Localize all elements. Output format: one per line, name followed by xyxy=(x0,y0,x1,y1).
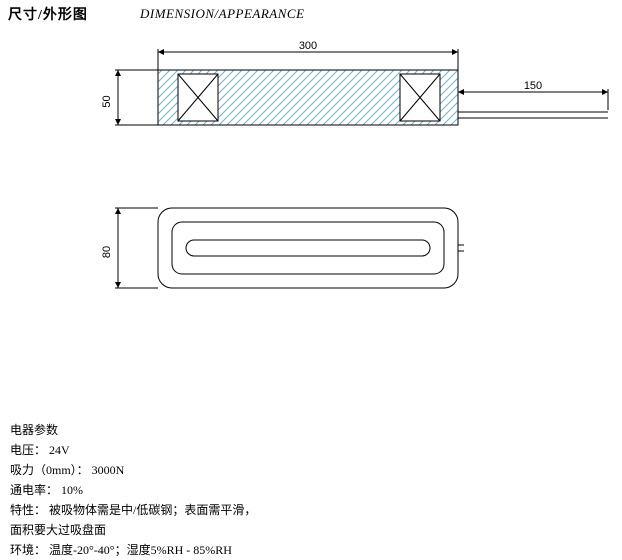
spec-duty-value: 10% xyxy=(61,483,83,497)
dimension-drawing: 300 50 150 80 xyxy=(0,40,622,410)
spec-force: 吸力（0mm）： 3000N xyxy=(10,460,256,480)
spec-duty-label: 通电率： xyxy=(10,483,58,497)
spec-char: 特性： 被吸物体需是中/低碳钢；表面需平滑， xyxy=(10,500,256,520)
svg-text:300: 300 xyxy=(299,40,317,52)
svg-text:80: 80 xyxy=(101,246,113,258)
title-cn: 尺寸/外形图 xyxy=(8,8,88,23)
svg-text:150: 150 xyxy=(524,80,542,92)
spec-char-value: 被吸物体需是中/低碳钢；表面需平滑， xyxy=(49,503,256,517)
spec-force-label: 吸力（0mm）： xyxy=(10,463,89,477)
spec-char-label: 特性： xyxy=(10,503,46,517)
spec-duty: 通电率： 10% xyxy=(10,480,256,500)
page-title: 尺寸/外形图 xyxy=(8,4,88,24)
spec-env-value: 温度-20°-40°；湿度5%RH - 85%RH xyxy=(49,543,232,557)
spec-heading: 电器参数 xyxy=(10,420,256,440)
svg-text:50: 50 xyxy=(101,95,113,107)
spec-char2: 面积要大过吸盘面 xyxy=(10,520,256,540)
title-en: DIMENSION/APPEARANCE xyxy=(140,6,305,22)
spec-env-label: 环境： xyxy=(10,543,46,557)
spec-force-value: 3000N xyxy=(92,463,125,477)
spec-voltage-value: 24V xyxy=(49,443,70,457)
spec-voltage-label: 电压： xyxy=(10,443,46,457)
spec-block: 电器参数 电压： 24V 吸力（0mm）： 3000N 通电率： 10% 特性：… xyxy=(10,420,256,560)
spec-env: 环境： 温度-20°-40°；湿度5%RH - 85%RH xyxy=(10,540,256,560)
spec-voltage: 电压： 24V xyxy=(10,440,256,460)
